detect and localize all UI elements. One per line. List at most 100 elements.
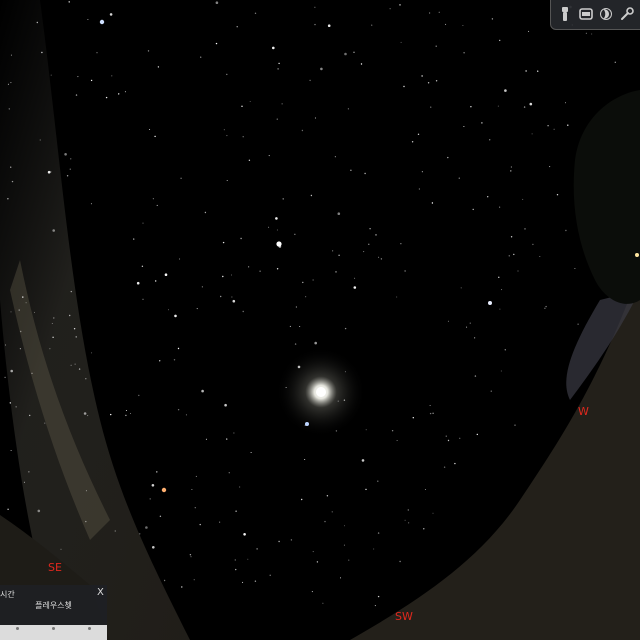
star: [364, 172, 366, 175]
star: [200, 56, 202, 58]
star: [470, 106, 472, 108]
star: [462, 25, 464, 26]
star: [37, 509, 41, 513]
star: [220, 295, 222, 298]
star: [476, 433, 478, 436]
star: [314, 117, 316, 119]
star: [490, 390, 492, 392]
settings-icon[interactable]: [618, 5, 636, 23]
star: [179, 258, 181, 260]
star: [159, 515, 162, 517]
star: [424, 489, 426, 490]
star: [337, 400, 339, 402]
star: [74, 363, 76, 365]
star: [156, 471, 158, 473]
star: [155, 280, 157, 282]
star: [459, 437, 461, 439]
star: [544, 307, 546, 309]
star: [7, 508, 9, 510]
star: [201, 286, 203, 288]
star: [75, 336, 77, 338]
star: [504, 349, 506, 351]
star: [159, 360, 161, 362]
star: [10, 82, 12, 84]
star: [157, 66, 160, 68]
star: [90, 203, 92, 205]
star: [331, 511, 333, 513]
star: [447, 439, 450, 442]
star: [523, 106, 526, 108]
star: [5, 344, 6, 346]
star: [481, 122, 483, 124]
star: [87, 415, 89, 417]
flashlight-icon[interactable]: [556, 5, 574, 23]
panel-close-button[interactable]: X: [97, 587, 104, 598]
star: [474, 375, 477, 377]
hill-shade: [566, 290, 640, 400]
star: [412, 417, 414, 419]
star: [294, 233, 296, 235]
star: [83, 412, 87, 415]
star: [73, 328, 76, 330]
panel-time-bar[interactable]: [0, 625, 107, 640]
star: [204, 211, 207, 214]
star: [343, 399, 346, 401]
star: [177, 347, 180, 350]
ground-right: [350, 270, 640, 640]
star: [403, 85, 405, 88]
star: [377, 480, 379, 482]
cardinal-w-label: W: [578, 405, 589, 418]
star: [377, 595, 380, 598]
star: [181, 586, 183, 588]
star: [400, 41, 402, 43]
star: [8, 108, 10, 110]
star: [272, 46, 275, 50]
star: [249, 101, 251, 102]
star: [499, 206, 501, 208]
star: [301, 129, 304, 132]
star: [421, 75, 423, 77]
star: [432, 412, 434, 414]
star: [432, 512, 434, 514]
time-panel: 시간 X 플레우스쳊: [0, 585, 107, 640]
star: [31, 372, 33, 374]
star: [47, 170, 51, 174]
star: [205, 438, 207, 440]
star: [320, 67, 323, 71]
star: [371, 24, 373, 26]
star: [201, 389, 204, 393]
star: [219, 521, 221, 523]
star: [335, 271, 337, 273]
star: [463, 126, 465, 127]
star: [147, 50, 150, 52]
star: [460, 287, 462, 289]
star: [435, 45, 437, 47]
star: [499, 39, 501, 42]
star: [278, 540, 280, 543]
star: [69, 168, 72, 170]
star: [276, 241, 282, 247]
star: [278, 62, 280, 65]
star: [368, 243, 370, 245]
star: [19, 348, 21, 350]
star: [447, 156, 449, 159]
star: [52, 229, 55, 232]
star: [141, 265, 144, 267]
star: [312, 551, 314, 553]
sky-view-icon[interactable]: [577, 5, 595, 23]
star: [309, 79, 311, 82]
star: [338, 254, 340, 256]
star: [174, 314, 177, 318]
star: [138, 394, 140, 397]
landscape-light: [635, 253, 639, 257]
star: [344, 525, 345, 527]
star: [499, 308, 501, 310]
star: [226, 73, 228, 76]
star: [28, 471, 30, 473]
star: [41, 51, 43, 54]
star: [240, 237, 242, 240]
night-mode-icon[interactable]: [597, 5, 615, 23]
star: [242, 581, 244, 583]
star: [295, 306, 297, 308]
